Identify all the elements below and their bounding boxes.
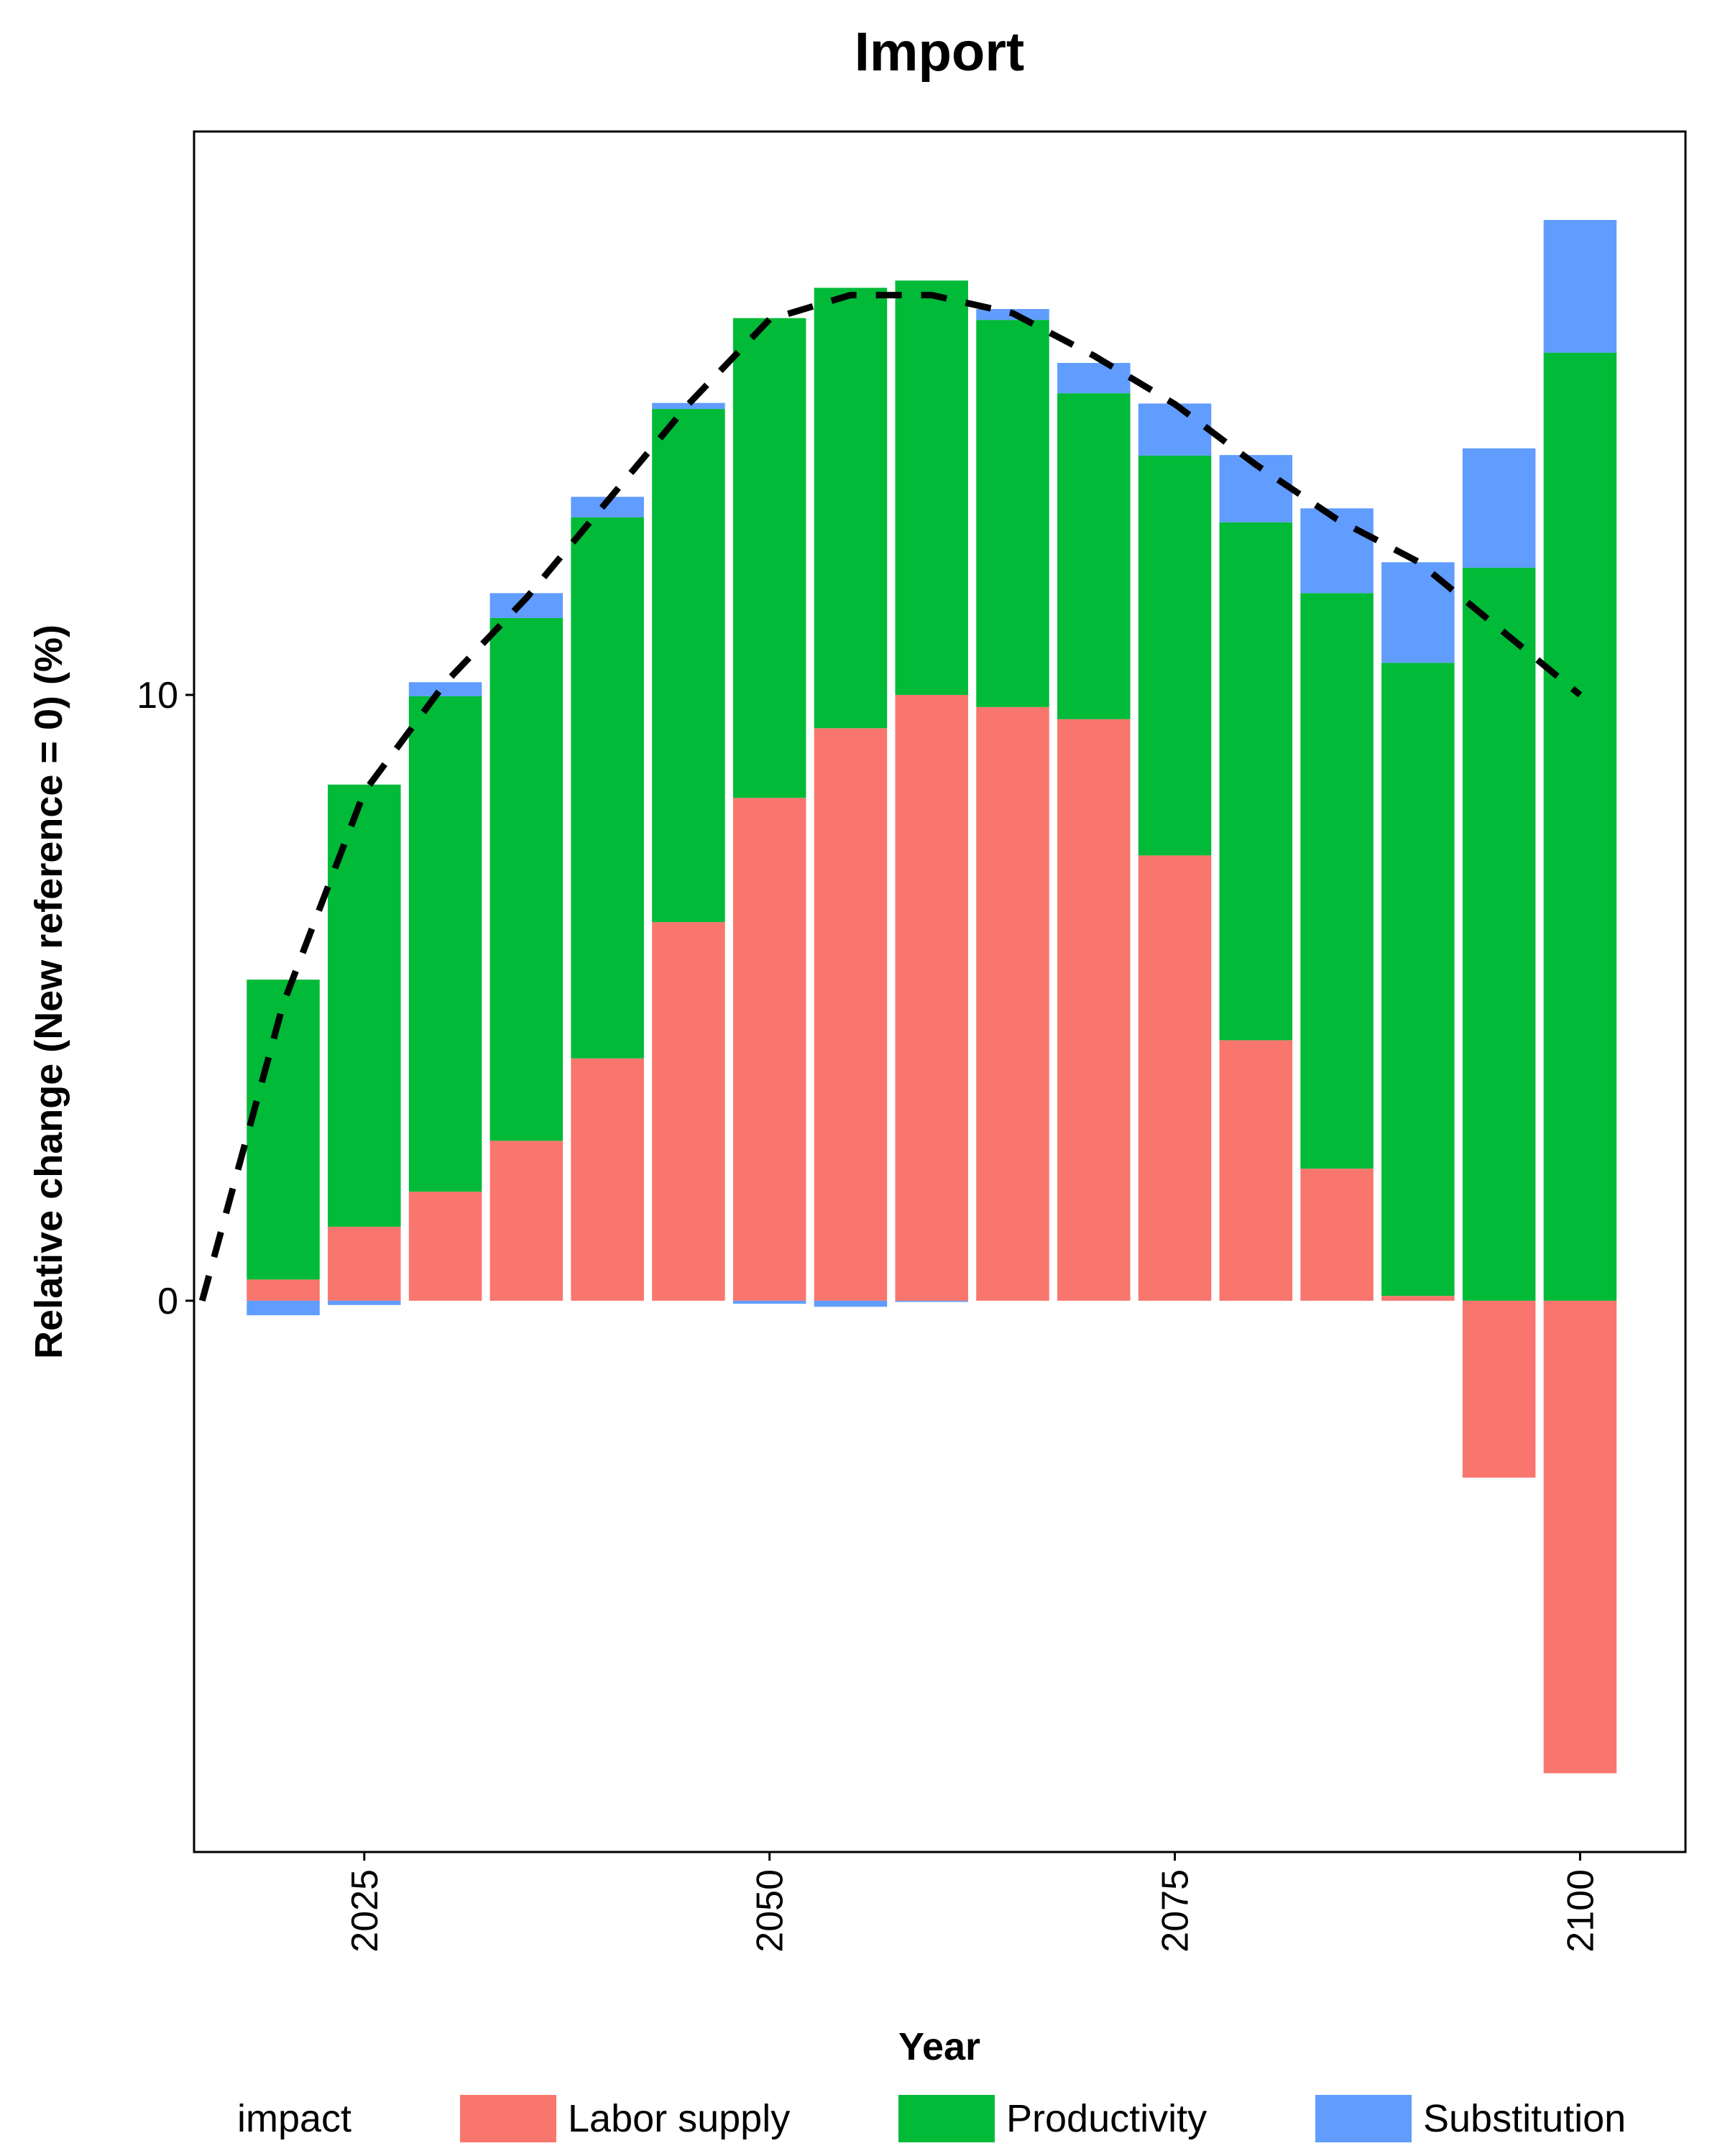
bar-labor-supply-2025: [328, 1227, 401, 1301]
legend-key-labor-supply: [460, 2095, 556, 2142]
legend-label-productivity: Productivity: [1006, 2097, 1207, 2140]
bar-substitution-2090: [1381, 562, 1455, 663]
x-tick-label-2100: 2100: [1560, 1869, 1601, 1953]
bar-labor-supply-2070: [1057, 719, 1131, 1301]
bar-substitution-2020: [247, 1300, 320, 1316]
chart-title: Import: [855, 22, 1024, 83]
bar-labor-supply-2050: [732, 798, 806, 1301]
y-tick-label-10: 10: [137, 675, 178, 717]
bar-productivity-2055: [814, 287, 888, 729]
plot-frame: [193, 130, 1687, 1853]
legend: impact Labor supply Productivity Substitut…: [237, 2095, 1626, 2142]
total-change-line: [198, 292, 1583, 1302]
bar-productivity-2045: [652, 409, 725, 923]
bar-substitution-2075: [1138, 403, 1212, 456]
bar-substitution-2030: [408, 682, 482, 696]
bar-labor-supply-2030: [408, 1192, 482, 1301]
y-axis-title: Relative change (New reference = 0) (%): [27, 625, 70, 1359]
legend-key-substitution: [1315, 2095, 1412, 2142]
bar-productivity-2040: [571, 517, 644, 1059]
bar-productivity-2075: [1138, 455, 1212, 856]
bar-productivity-2060: [895, 280, 968, 695]
bar-labor-supply-2055: [814, 728, 888, 1301]
bar-substitution-2055: [814, 1300, 888, 1307]
bar-productivity-2090: [1381, 663, 1455, 1296]
x-tick-label-2050: 2050: [750, 1869, 791, 1953]
bar-substitution-2025: [328, 1300, 401, 1305]
bar-labor-supply-2040: [571, 1058, 644, 1301]
x-tick-label-2025: 2025: [344, 1869, 386, 1953]
bar-labor-supply-2085: [1300, 1169, 1374, 1301]
bar-productivity-2065: [976, 320, 1049, 707]
bar-productivity-2100: [1543, 352, 1617, 1301]
bar-productivity-2030: [408, 696, 482, 1192]
legend-label-labor-supply: Labor supply: [568, 2097, 790, 2140]
x-tick-label-2075: 2075: [1155, 1869, 1197, 1953]
bar-productivity-2070: [1057, 393, 1131, 719]
bar-labor-supply-2035: [489, 1141, 564, 1301]
bar-labor-supply-2075: [1138, 855, 1212, 1301]
x-axis-title: Year: [898, 2025, 980, 2068]
bar-substitution-2060: [895, 1300, 968, 1302]
bar-labor-supply-2060: [895, 694, 968, 1301]
axes: 0 10 2025 2050 2075 2100: [137, 675, 1601, 1953]
bar-productivity-2035: [489, 617, 564, 1141]
bar-labor-supply-2065: [976, 706, 1049, 1301]
y-tick-label-0: 0: [157, 1281, 178, 1322]
plot-area: [198, 220, 1617, 1774]
bar-productivity-2095: [1462, 567, 1536, 1301]
bar-productivity-2080: [1219, 522, 1293, 1041]
bar-labor-supply-2095: [1462, 1300, 1536, 1478]
bar-labor-supply-2090: [1381, 1296, 1455, 1301]
legend-label-substitution: Substitution: [1423, 2097, 1626, 2140]
legend-title: impact: [237, 2097, 351, 2140]
bar-labor-supply-2045: [652, 922, 725, 1301]
bar-productivity-2085: [1300, 593, 1374, 1169]
bar-substitution-2070: [1057, 363, 1131, 394]
bar-substitution-2100: [1543, 220, 1617, 353]
bar-labor-supply-2080: [1219, 1040, 1293, 1301]
legend-key-productivity: [898, 2095, 995, 2142]
bar-productivity-2020: [247, 980, 320, 1280]
bar-substitution-2095: [1462, 448, 1536, 568]
bar-productivity-2050: [732, 318, 806, 798]
bar-labor-supply-2100: [1543, 1300, 1617, 1774]
bar-substitution-2045: [652, 402, 725, 410]
bar-substitution-2050: [732, 1300, 806, 1304]
bar-substitution-2085: [1300, 508, 1374, 594]
bar-labor-supply-2020: [247, 1279, 320, 1301]
